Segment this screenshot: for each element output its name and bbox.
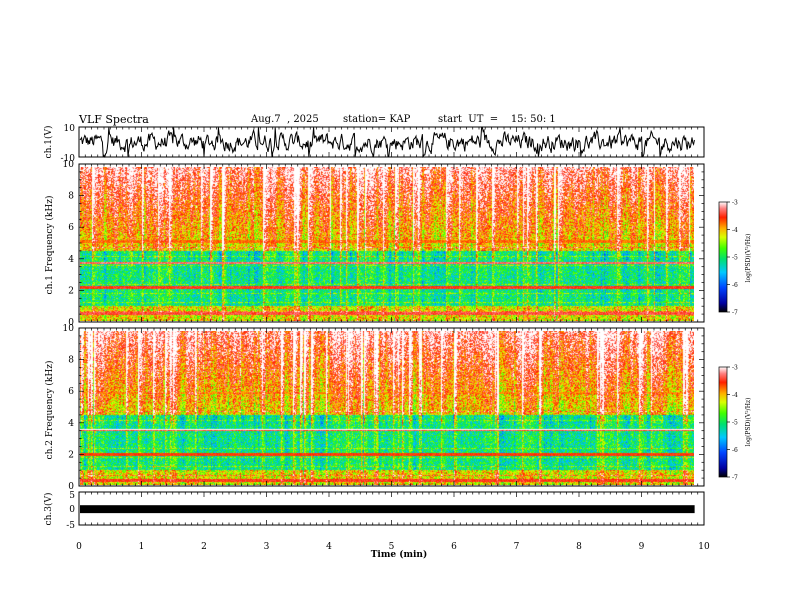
colorbar-tick-label: -6 (732, 447, 738, 454)
x-tick-label: 4 (326, 542, 332, 552)
y-tick-label: 6 (68, 387, 74, 397)
x-tick-label: 1 (139, 542, 145, 552)
ch1-waveform-line (79, 127, 695, 159)
colorbar-tick-label: -3 (732, 365, 738, 372)
colorbar-tick-label: -4 (732, 392, 738, 399)
start-time-label: start UT = 15: 50: 1 (438, 114, 556, 125)
ch3-ytick-bottom: -5 (66, 521, 75, 531)
ch3-panel: 5 0 -5 ch.3(V) (43, 491, 705, 531)
x-tick-label: 0 (76, 542, 82, 552)
ch1-xticks (78, 127, 705, 157)
ch2-spec-xticks (78, 328, 705, 486)
ch2-spectrogram-image (80, 331, 694, 485)
ch3-ytick-top: 5 (69, 491, 75, 501)
colorbar-tick-label: -6 (732, 282, 738, 289)
ch1-spectrogram-image (80, 167, 694, 321)
colorbar-tick-label: -7 (732, 475, 738, 482)
ch1-colorbar: -3 -4 -5 -6 -7 log(PSD)(V²/Hz) (718, 200, 752, 317)
ch1-ytick-bottom: -10 (61, 154, 76, 164)
y-tick-label: 4 (68, 419, 74, 429)
ch2-spec-ylabel-ch: ch.2 Frequency (kHz) (44, 361, 55, 460)
y-tick-label: 2 (68, 450, 74, 460)
y-tick-label: 2 (68, 286, 74, 296)
ch1-panel: 10 -10 ch.1(V) (43, 124, 705, 164)
y-tick-label: 8 (68, 356, 74, 366)
colorbar-tick-label: -4 (732, 227, 738, 234)
y-tick-label: 8 (68, 192, 74, 202)
x-tick-label: 5 (389, 542, 395, 552)
x-tick-label: 6 (451, 542, 457, 552)
y-tick-label: 0 (68, 318, 74, 328)
date-label: Aug.7 , 2025 (251, 114, 319, 125)
x-tick-label: 10 (698, 542, 710, 552)
x-tick-label: 8 (576, 542, 582, 552)
ch3-trace-line (80, 505, 695, 514)
ch1-colorbar-bar (718, 201, 728, 313)
station-label: station= KAP (343, 114, 411, 125)
ch1-spec-yticks: 0 2 4 6 8 10 (63, 160, 704, 328)
y-tick-label: 10 (63, 324, 75, 334)
ch1-colorbar-label: log(PSD)(V²/Hz) (745, 234, 752, 283)
colorbar-tick-label: -3 (732, 200, 738, 207)
x-tick-label: 9 (639, 542, 645, 552)
ch1-spec-panel: 0 2 4 6 8 10 ch.1 Frequency (kHz) (44, 160, 705, 328)
ch2-colorbar: -3 -4 -5 -6 -7 log(PSD)(V²/Hz) (718, 365, 752, 482)
x-tick-label: 7 (514, 542, 520, 552)
x-axis-label: Time (min) (371, 549, 428, 560)
y-tick-label: 0 (68, 482, 74, 492)
ch2-colorbar-ticks: -3 -4 -5 -6 -7 (727, 365, 738, 482)
ch1-spec-frame (78, 163, 705, 323)
x-axis-tick-labels: 0 1 2 3 4 5 6 7 8 9 10 (76, 542, 710, 552)
ch1-ytick-top: 10 (64, 124, 76, 134)
y-tick-label: 10 (63, 160, 75, 170)
ch2-spec-yticks: 0 2 4 6 8 10 (63, 324, 704, 492)
ch2-spec-frame (78, 327, 705, 487)
y-tick-label: 4 (68, 255, 74, 265)
ch1-spec-xticks (78, 164, 705, 322)
ch2-colorbar-bar (718, 366, 728, 478)
ch1-ylabel: ch.1(V) (43, 126, 54, 159)
ch2-spec-panel: 0 2 4 6 8 10 ch.2 Frequency (kHz) (44, 324, 705, 492)
ch1-colorbar-ticks: -3 -4 -5 -6 -7 (727, 200, 738, 317)
y-tick-label: 6 (68, 223, 74, 233)
ch3-ylabel: ch.3(V) (43, 493, 54, 526)
plot-title: VLF Spectra (79, 113, 149, 126)
x-tick-label: 3 (264, 542, 270, 552)
ch1-spec-ylabel-ch: ch.1 Frequency (kHz) (44, 196, 55, 295)
colorbar-tick-label: -7 (732, 310, 738, 317)
colorbar-tick-label: -5 (732, 255, 738, 262)
ch3-ytick-mid: 0 (69, 505, 75, 515)
ch3-xticks (78, 492, 705, 525)
colorbar-tick-label: -5 (732, 420, 738, 427)
ch2-colorbar-label: log(PSD)(V²/Hz) (745, 398, 752, 447)
x-tick-label: 2 (201, 542, 207, 552)
